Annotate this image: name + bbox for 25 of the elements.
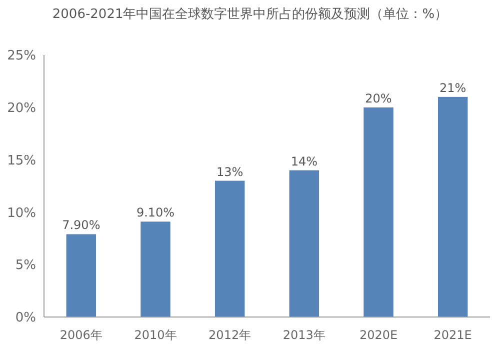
data-label: 14% [290,154,318,168]
bar [289,170,320,317]
data-label: 7.90% [62,218,100,232]
bar [364,107,394,317]
chart-title: 2006-2021年中国在全球数字世界中所占的份额及预测（单位：%） [52,6,448,22]
y-tick-label: 20% [7,100,36,116]
x-tick-label: 2013年 [282,328,326,342]
y-tick-label: 5% [15,258,36,274]
data-label: 9.10% [136,206,175,220]
bar [214,180,245,317]
x-tick-label: 2020E [359,328,398,342]
y-tick-label: 0% [15,310,36,326]
x-tick-label: 2012年 [208,328,252,342]
data-label: 13% [216,164,244,179]
y-tick-label: 25% [7,48,36,64]
bar [140,222,170,317]
data-label: 21% [439,80,466,95]
x-tick-label: 2021E [434,328,472,342]
bar [66,234,96,317]
y-tick-label: 10% [7,206,36,221]
y-tick-label: 15% [7,153,36,168]
x-tick-label: 2006年 [60,328,102,342]
x-tick-label: 2010年 [134,328,177,342]
bar [438,96,468,317]
data-label: 20% [365,91,392,106]
